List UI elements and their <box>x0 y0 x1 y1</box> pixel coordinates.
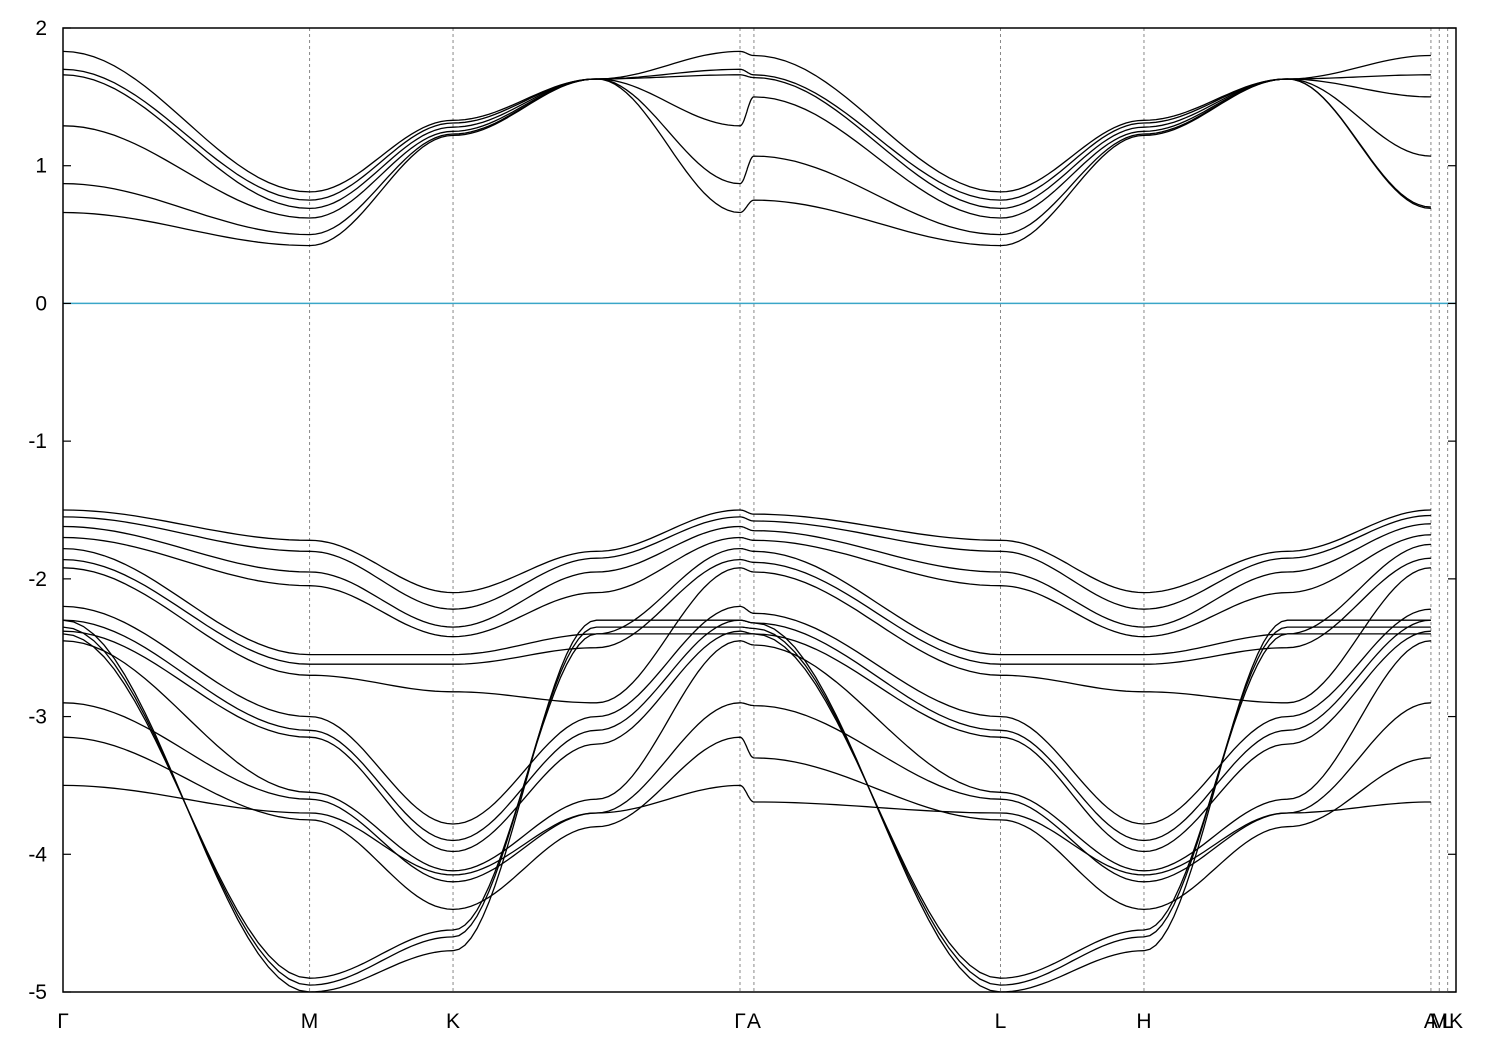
valence-band-8 <box>63 605 1431 825</box>
valence-band-6 <box>63 557 1431 665</box>
valence-band-13 <box>63 736 1431 911</box>
band-lines <box>63 50 1431 992</box>
conduction-band-4 <box>63 74 1431 210</box>
valence-band-12 <box>63 702 1431 883</box>
y-tick-label-4: -2 <box>28 568 47 591</box>
x-tick-label-10: K <box>1449 1010 1463 1033</box>
y-tick-label-3: -1 <box>28 430 47 453</box>
valence-band-5 <box>63 543 1431 656</box>
x-tick-label-0: Γ <box>57 1010 69 1033</box>
y-tick-label-7: -5 <box>28 981 47 1004</box>
y-tick-label-1: 1 <box>35 155 47 178</box>
x-tick-label-1: M <box>301 1010 319 1033</box>
valence-band-17 <box>63 619 1431 992</box>
plot-border <box>62 27 1457 993</box>
conduction-band-2 <box>63 78 1431 236</box>
plot-frame <box>62 27 1457 993</box>
y-tick-label-0: 2 <box>35 17 47 40</box>
valence-band-14 <box>63 784 1431 876</box>
x-tick-label-4: A <box>747 1010 761 1033</box>
valence-band-10 <box>63 630 1431 853</box>
valence-band-4 <box>63 534 1431 638</box>
valence-band-7 <box>63 567 1431 704</box>
conduction-band-3 <box>63 78 1431 219</box>
x-tick-label-5: L <box>995 1010 1007 1033</box>
valence-band-16 <box>63 626 1431 986</box>
x-tick-label-8: M <box>1431 1010 1449 1033</box>
valence-band-1 <box>63 509 1431 594</box>
x-tick-label-3: Γ <box>734 1010 746 1033</box>
y-axis-ticks: 2 1 0 -1 -2 -3 -4 -5 <box>28 17 1456 1004</box>
y-tick-label-2: 0 <box>35 292 47 315</box>
x-tick-label-2: K <box>446 1010 460 1033</box>
y-tick-label-6: -4 <box>28 843 47 866</box>
x-tick-label-9: L <box>1442 1010 1454 1033</box>
x-tick-label-6: H <box>1136 1010 1151 1033</box>
conduction-band-1 <box>63 78 1431 247</box>
k-point-gridlines <box>309 28 1449 992</box>
y-tick-label-5: -3 <box>28 706 47 729</box>
valence-band-3 <box>63 523 1431 628</box>
valence-band-11 <box>63 640 1431 872</box>
valence-band-2 <box>63 514 1431 610</box>
conduction-band-6 <box>63 50 1431 193</box>
valence-band-15 <box>63 633 1431 979</box>
conduction-band-5 <box>63 68 1431 201</box>
x-tick-label-7: A <box>1424 1010 1438 1033</box>
